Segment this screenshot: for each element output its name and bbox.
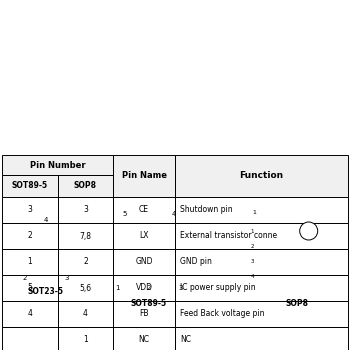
Text: FB: FB xyxy=(139,309,149,318)
Bar xyxy=(113,275,175,301)
Bar xyxy=(58,223,113,249)
Bar xyxy=(113,155,175,197)
Bar xyxy=(58,175,113,197)
Text: SOT89-5: SOT89-5 xyxy=(131,299,167,308)
Bar xyxy=(58,197,113,223)
Bar xyxy=(100,220,198,282)
Text: SOP8: SOP8 xyxy=(74,182,97,190)
Text: IC power supply pin: IC power supply pin xyxy=(180,284,256,293)
Text: 4: 4 xyxy=(83,309,88,318)
Text: External transistor conne: External transistor conne xyxy=(180,231,277,240)
Text: 4: 4 xyxy=(43,217,48,223)
Text: 2: 2 xyxy=(250,244,254,249)
Text: 3: 3 xyxy=(250,259,254,264)
Text: 1: 1 xyxy=(83,336,88,344)
Bar xyxy=(175,327,348,350)
Text: 2: 2 xyxy=(22,275,27,281)
Bar xyxy=(2,327,58,350)
Text: Function: Function xyxy=(239,172,284,181)
Bar xyxy=(39,214,52,225)
Text: LX: LX xyxy=(139,231,149,240)
Bar xyxy=(2,275,58,301)
Text: NC: NC xyxy=(139,336,149,344)
Bar xyxy=(117,207,132,220)
Text: 3: 3 xyxy=(64,275,69,281)
Bar xyxy=(246,256,258,267)
Text: 7,8: 7,8 xyxy=(79,231,91,240)
Bar xyxy=(113,223,175,249)
Bar xyxy=(110,282,125,295)
Bar xyxy=(2,155,113,175)
Bar xyxy=(113,249,175,275)
Bar xyxy=(60,273,73,284)
Bar xyxy=(175,223,348,249)
Bar xyxy=(173,282,188,295)
Text: 4: 4 xyxy=(250,274,254,279)
Text: 4: 4 xyxy=(171,210,176,217)
Text: VDD: VDD xyxy=(135,284,153,293)
Bar xyxy=(18,273,31,284)
Text: 1: 1 xyxy=(252,210,256,215)
Bar xyxy=(113,301,175,327)
Bar xyxy=(58,275,113,301)
Text: 2: 2 xyxy=(83,258,88,266)
Bar xyxy=(175,197,348,223)
Bar xyxy=(2,301,58,327)
Bar xyxy=(258,215,336,293)
Text: 3: 3 xyxy=(28,205,33,215)
Bar xyxy=(246,271,258,282)
Bar xyxy=(58,249,113,275)
Text: 1: 1 xyxy=(28,258,32,266)
Bar xyxy=(166,207,181,220)
Text: 5: 5 xyxy=(122,210,127,217)
Bar xyxy=(113,197,175,223)
Text: Shutdown pin: Shutdown pin xyxy=(180,205,233,215)
Bar xyxy=(113,327,175,350)
Text: 2: 2 xyxy=(28,231,32,240)
Bar xyxy=(58,301,113,327)
Text: Pin Number: Pin Number xyxy=(30,161,85,169)
Text: 1: 1 xyxy=(250,229,254,234)
Text: GND: GND xyxy=(135,258,153,266)
Text: 4: 4 xyxy=(28,309,33,318)
Text: SOP8: SOP8 xyxy=(286,299,308,308)
Text: SOT23-5: SOT23-5 xyxy=(28,287,63,296)
Bar xyxy=(18,225,73,273)
Bar xyxy=(175,155,348,197)
Bar xyxy=(58,327,113,350)
Text: CE: CE xyxy=(139,205,149,215)
Text: 5: 5 xyxy=(28,284,33,293)
Text: 3: 3 xyxy=(178,286,183,292)
Text: SOT89-5: SOT89-5 xyxy=(12,182,48,190)
Bar xyxy=(141,282,156,295)
Bar xyxy=(175,249,348,275)
Text: Feed Back voltage pin: Feed Back voltage pin xyxy=(180,309,265,318)
Bar xyxy=(175,275,348,301)
Text: 1: 1 xyxy=(116,286,120,292)
Text: GND pin: GND pin xyxy=(180,258,212,266)
Circle shape xyxy=(300,222,318,240)
Bar xyxy=(2,197,58,223)
Bar xyxy=(2,175,58,197)
Bar xyxy=(246,240,258,252)
Bar xyxy=(2,223,58,249)
Text: Pin Name: Pin Name xyxy=(121,172,167,181)
Bar xyxy=(246,225,258,238)
Text: 5,6: 5,6 xyxy=(79,284,92,293)
Bar xyxy=(175,301,348,327)
Text: 3: 3 xyxy=(83,205,88,215)
Text: NC: NC xyxy=(180,336,191,344)
Text: 2: 2 xyxy=(147,286,151,292)
Bar xyxy=(2,249,58,275)
